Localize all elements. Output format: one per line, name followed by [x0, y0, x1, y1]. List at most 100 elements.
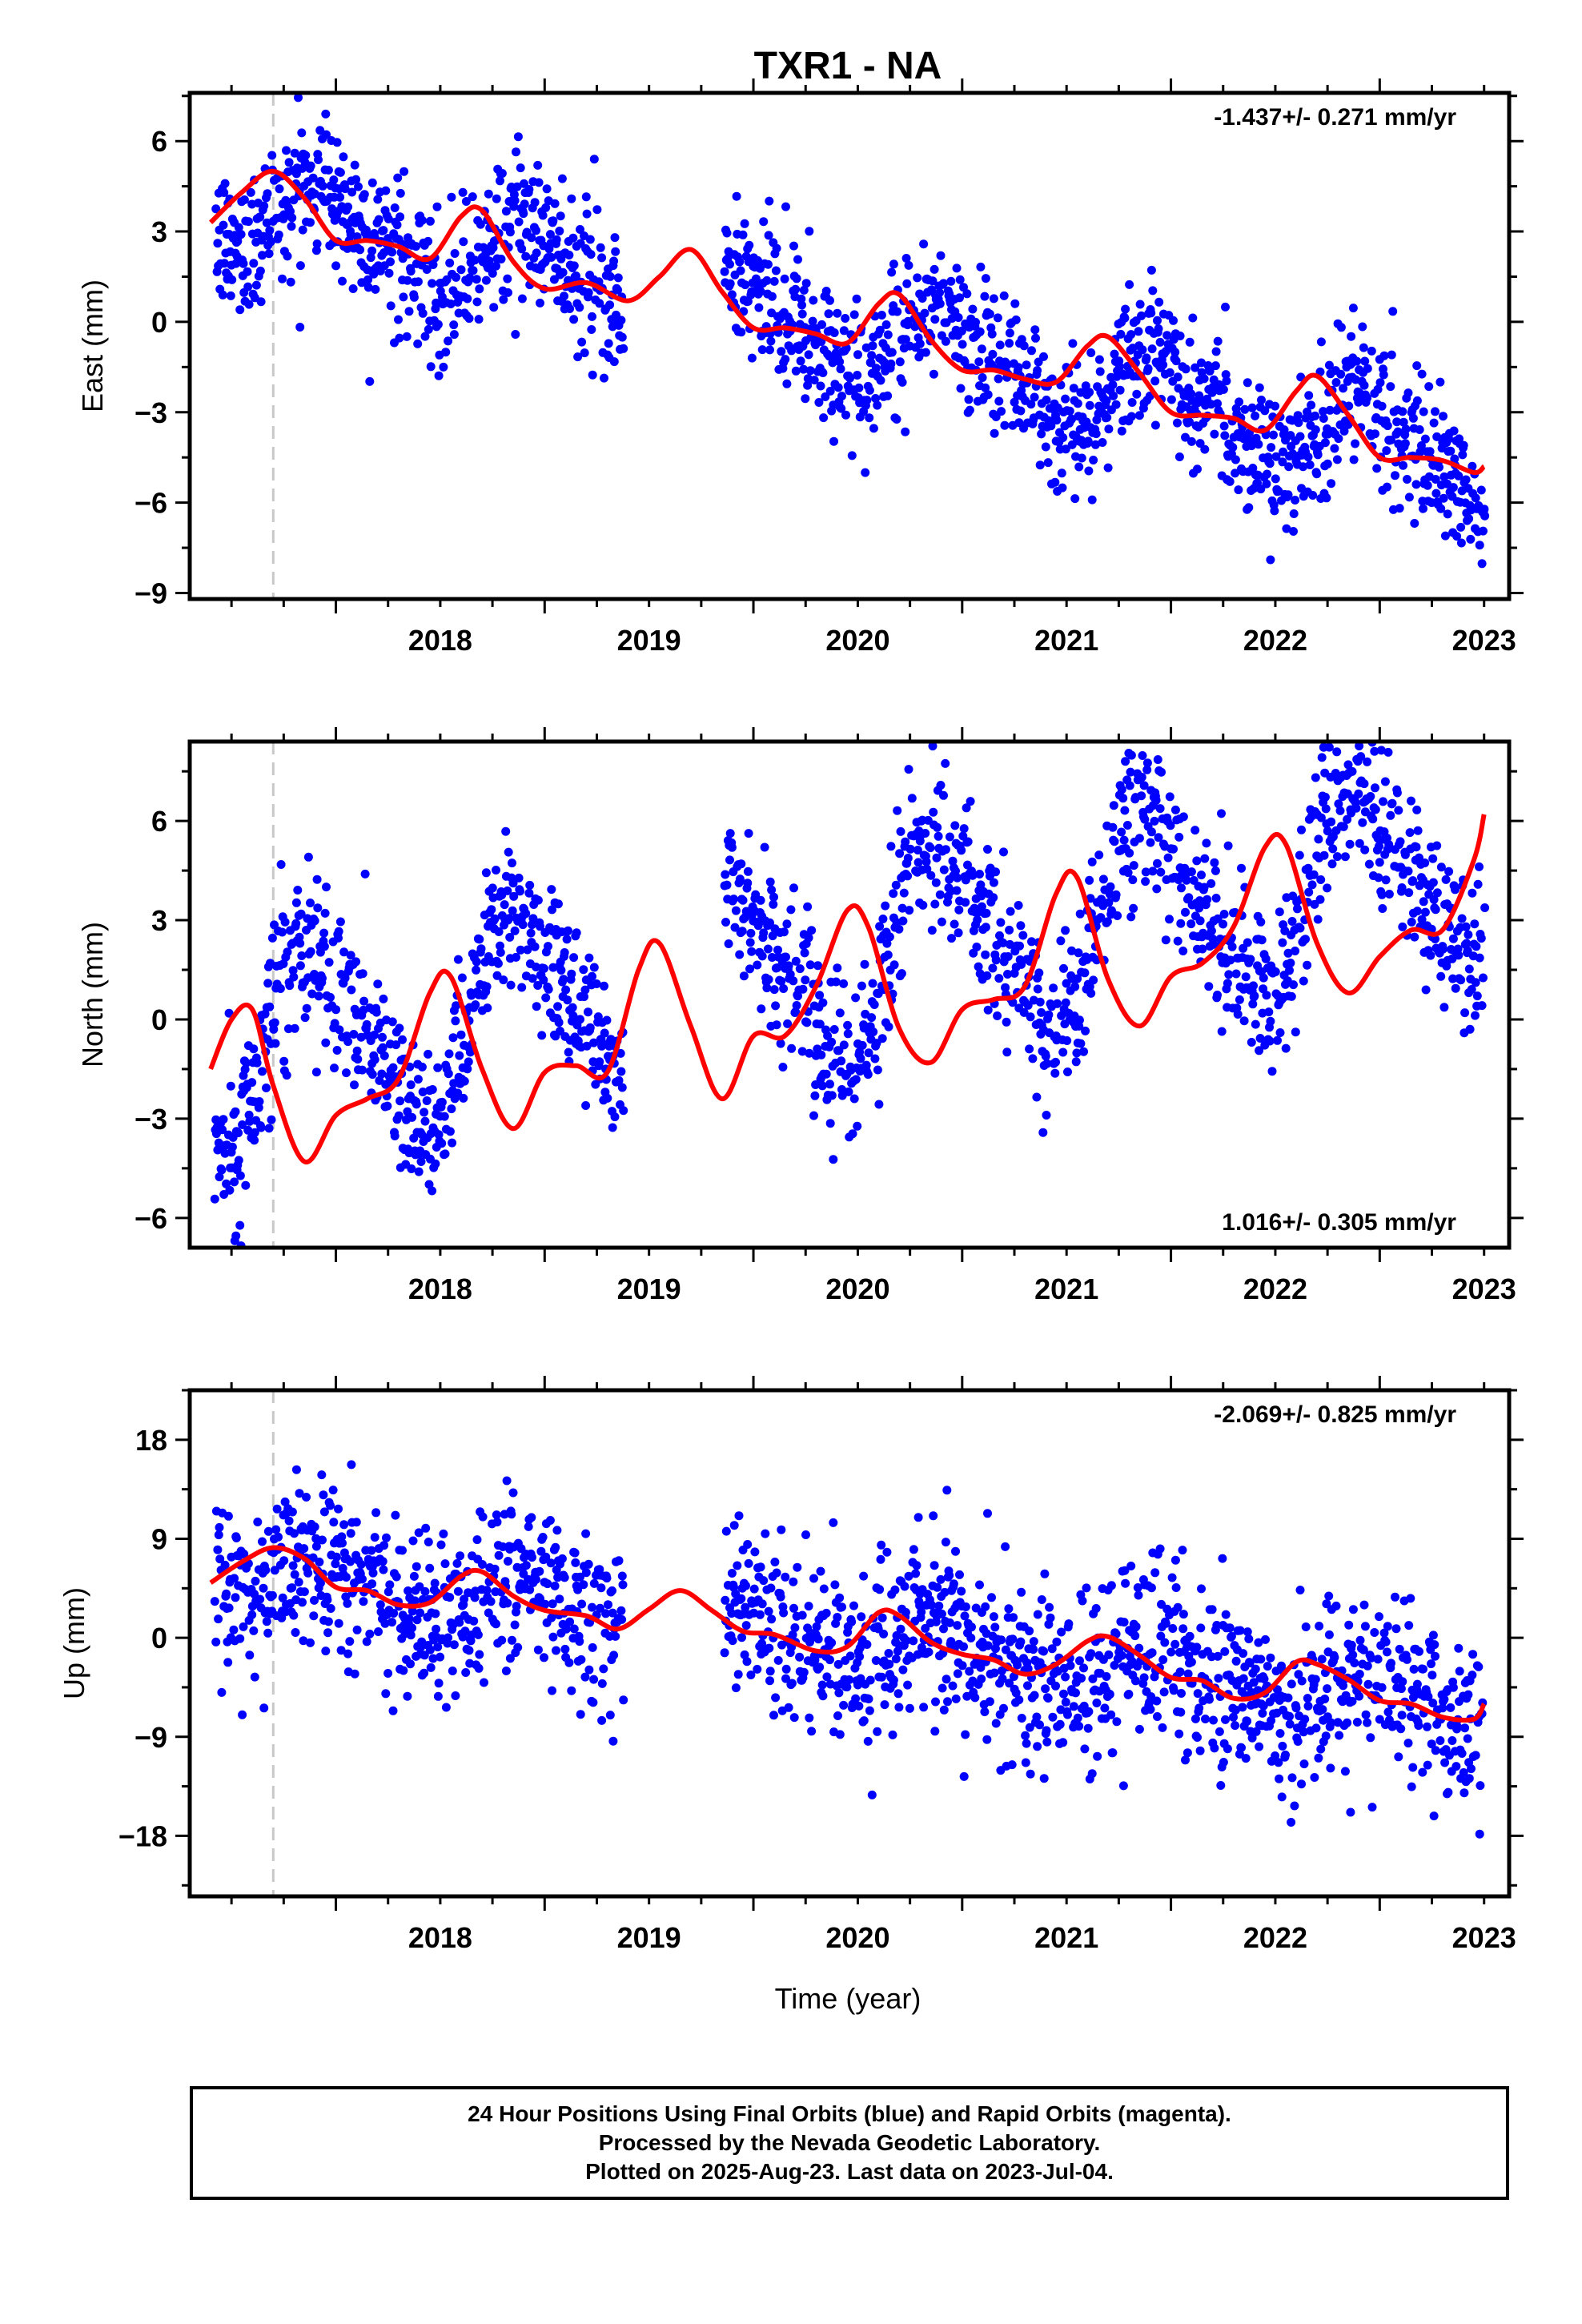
data-point	[553, 899, 563, 909]
data-point	[1092, 1699, 1102, 1707]
data-point	[252, 1058, 262, 1068]
data-point	[1211, 347, 1221, 356]
data-point	[481, 868, 491, 878]
data-point	[234, 1128, 243, 1138]
data-point	[804, 1602, 813, 1611]
data-point	[214, 1530, 223, 1540]
data-point	[1429, 895, 1439, 904]
data-point	[930, 315, 940, 324]
data-point	[1131, 1622, 1141, 1631]
data-point	[930, 1561, 939, 1570]
data-point	[1263, 1662, 1272, 1671]
data-point	[1023, 1681, 1032, 1691]
data-point	[243, 1125, 253, 1135]
data-point	[731, 906, 741, 915]
data-point	[301, 151, 311, 160]
data-point	[1058, 1047, 1068, 1057]
data-point	[512, 182, 522, 191]
data-point	[1015, 941, 1024, 951]
data-point	[779, 984, 789, 993]
data-point	[1319, 407, 1328, 416]
data-point	[1325, 405, 1335, 415]
data-point	[507, 1510, 516, 1519]
data-point	[210, 1194, 219, 1204]
data-point	[587, 325, 596, 334]
data-point	[738, 230, 748, 239]
data-point	[818, 368, 828, 377]
data-point	[330, 1019, 339, 1028]
data-point	[1436, 971, 1446, 981]
data-point	[1339, 384, 1348, 393]
data-point	[1456, 522, 1466, 532]
data-point	[575, 303, 584, 312]
data-point	[1116, 329, 1126, 339]
data-point	[616, 1067, 626, 1076]
data-point	[561, 985, 571, 995]
data-point	[1141, 867, 1150, 877]
data-point	[1133, 1583, 1142, 1592]
data-point	[725, 855, 734, 865]
data-point	[756, 895, 765, 905]
data-point	[814, 398, 824, 407]
data-point	[757, 951, 767, 961]
data-point	[1249, 981, 1258, 991]
data-point	[424, 236, 433, 246]
data-point	[1466, 534, 1476, 544]
data-point	[579, 965, 588, 975]
data-point	[1293, 411, 1303, 420]
data-point	[1001, 983, 1010, 992]
data-point	[343, 243, 352, 253]
data-point	[1041, 1051, 1050, 1061]
data-point	[600, 373, 608, 383]
data-point	[1477, 1001, 1487, 1011]
data-point	[291, 919, 301, 928]
data-point	[585, 235, 595, 244]
data-point	[589, 1038, 599, 1047]
data-point	[332, 1046, 342, 1055]
data-point	[778, 1063, 788, 1072]
data-point	[263, 979, 273, 988]
data-point	[859, 1716, 869, 1726]
data-point	[1061, 1672, 1070, 1682]
data-point	[1388, 307, 1398, 316]
data-point	[800, 948, 809, 958]
data-point	[1017, 1587, 1026, 1597]
data-point	[1303, 452, 1313, 462]
data-point	[837, 392, 846, 401]
data-point	[871, 1656, 881, 1665]
data-point	[1327, 1718, 1336, 1727]
data-point	[781, 1572, 790, 1582]
data-point	[367, 246, 377, 255]
data-point	[1042, 396, 1051, 404]
data-point	[408, 1623, 417, 1633]
data-point	[503, 886, 512, 895]
data-point	[422, 1096, 432, 1105]
data-point	[335, 192, 345, 202]
data-point	[241, 1180, 251, 1190]
data-point	[1152, 1696, 1162, 1706]
data-point	[1198, 944, 1207, 954]
data-point	[265, 226, 275, 235]
data-point	[509, 891, 519, 901]
data-point	[1286, 959, 1295, 967]
data-point	[1102, 1672, 1111, 1681]
data-point	[275, 984, 285, 993]
data-point	[1392, 788, 1402, 798]
data-point	[1137, 311, 1146, 320]
data-point	[792, 274, 801, 283]
data-point	[371, 1007, 381, 1017]
data-point	[1150, 420, 1160, 430]
data-point	[1256, 485, 1266, 494]
data-point	[867, 1013, 877, 1023]
data-point	[1134, 1643, 1144, 1653]
data-point	[827, 1638, 837, 1647]
data-point	[741, 280, 750, 290]
data-point	[1160, 1638, 1170, 1647]
data-point	[1056, 936, 1066, 946]
data-point	[1399, 417, 1408, 427]
data-point	[580, 985, 590, 995]
data-point	[482, 982, 492, 991]
data-point	[424, 1538, 433, 1546]
data-point	[1275, 1028, 1285, 1037]
data-point	[1109, 391, 1118, 400]
